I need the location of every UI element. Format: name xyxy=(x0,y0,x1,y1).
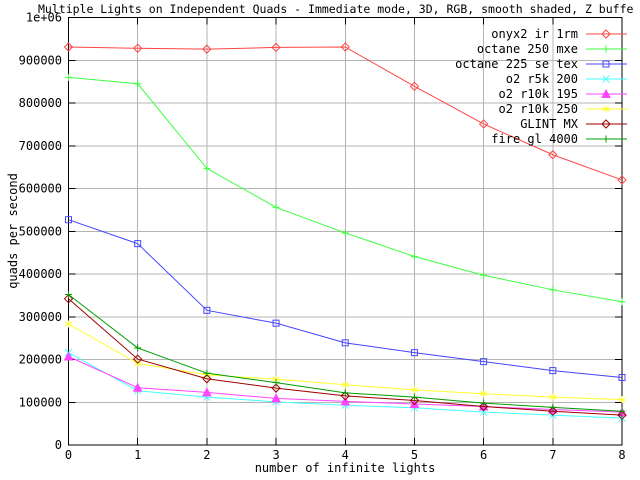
series-marker xyxy=(409,395,420,406)
series-marker xyxy=(618,373,626,381)
series-marker xyxy=(132,43,143,53)
y-tick-label: 100000 xyxy=(19,395,62,409)
series-marker xyxy=(618,397,626,403)
y-axis-label: quads per second xyxy=(6,173,20,289)
series-marker xyxy=(479,391,488,397)
y-tick-label: 200000 xyxy=(19,353,62,367)
y-tick-label: 400000 xyxy=(19,267,62,281)
series-marker xyxy=(63,42,74,52)
x-tick-label: 5 xyxy=(411,448,418,462)
series-marker xyxy=(478,401,489,412)
series-marker xyxy=(549,394,557,400)
y-tick-label: 500000 xyxy=(19,224,62,238)
y-tick-label: 0 xyxy=(55,438,62,452)
series-marker xyxy=(617,175,627,185)
series-marker xyxy=(601,29,611,39)
series-marker xyxy=(549,367,557,375)
series-marker xyxy=(480,358,488,366)
x-axis-label: number of infinite lights xyxy=(254,461,436,475)
series-marker xyxy=(202,44,212,54)
series-marker xyxy=(203,306,211,314)
x-tick-label: 6 xyxy=(480,448,487,462)
legend-label-o2-r10k-250: o2 r10k 250 xyxy=(499,102,578,116)
series-marker xyxy=(410,387,419,393)
legend-label-glint-mx: GLINT MX xyxy=(520,117,579,131)
series-marker xyxy=(134,240,142,248)
series-marker xyxy=(341,339,349,347)
series-line-onyx2-ir-1rm xyxy=(68,46,623,181)
legend-label-onyx2-ir-1rm: onyx2 ir 1rm xyxy=(491,27,578,41)
series-marker xyxy=(132,382,143,392)
y-tick-label: 300000 xyxy=(19,310,62,324)
y-tick-label: 900000 xyxy=(19,53,62,67)
series-marker xyxy=(601,88,611,98)
series-marker xyxy=(602,60,610,68)
series-marker xyxy=(202,387,212,397)
series-marker xyxy=(602,106,610,112)
y-tick-label: 800000 xyxy=(19,96,62,110)
series-marker xyxy=(271,383,281,393)
chart-title: Multiple Lights on Independent Quads - I… xyxy=(38,2,634,16)
series-marker xyxy=(601,119,611,129)
y-tick-label: 600000 xyxy=(19,182,62,196)
legend-label-octane-250-mxe: octane 250 mxe xyxy=(477,42,578,56)
series-marker xyxy=(617,410,627,420)
series-marker xyxy=(272,319,280,327)
series-marker xyxy=(409,398,420,408)
x-tick-label: 0 xyxy=(65,448,72,462)
series-marker xyxy=(478,119,489,129)
y-tick-label: 700000 xyxy=(19,139,62,153)
x-tick-label: 4 xyxy=(342,448,349,462)
legend-label-o2-r5k-200: o2 r5k 200 xyxy=(506,72,578,86)
series-marker xyxy=(63,351,74,361)
x-tick-label: 7 xyxy=(549,448,556,462)
series-marker xyxy=(340,396,351,406)
series-line-octane-225-se-tex xyxy=(68,219,623,378)
series-marker xyxy=(65,216,72,224)
series-marker xyxy=(63,294,74,304)
x-tick-label: 3 xyxy=(272,448,279,462)
y-tick-label: 1e+06 xyxy=(26,11,62,25)
series-marker xyxy=(271,393,281,403)
series-marker xyxy=(202,374,212,384)
x-tick-label: 8 xyxy=(618,448,625,462)
series-marker xyxy=(271,42,281,53)
series-marker xyxy=(64,321,73,327)
series-marker xyxy=(602,75,610,83)
series-marker xyxy=(340,391,350,401)
x-tick-label: 1 xyxy=(134,448,141,462)
series-marker xyxy=(410,349,418,357)
series-marker xyxy=(340,42,350,52)
series-marker xyxy=(341,382,350,388)
series-marker xyxy=(132,354,143,364)
series-marker xyxy=(548,150,558,160)
legend-label-o2-r10k-195: o2 r10k 195 xyxy=(499,87,578,101)
series-marker xyxy=(548,406,558,416)
legend-label-fire-gl-4000: fire gl 4000 xyxy=(491,132,578,146)
series-marker xyxy=(409,81,420,92)
legend-label-octane-225-se-tex: octane 225 se tex xyxy=(455,57,578,71)
x-tick-label: 2 xyxy=(203,448,210,462)
